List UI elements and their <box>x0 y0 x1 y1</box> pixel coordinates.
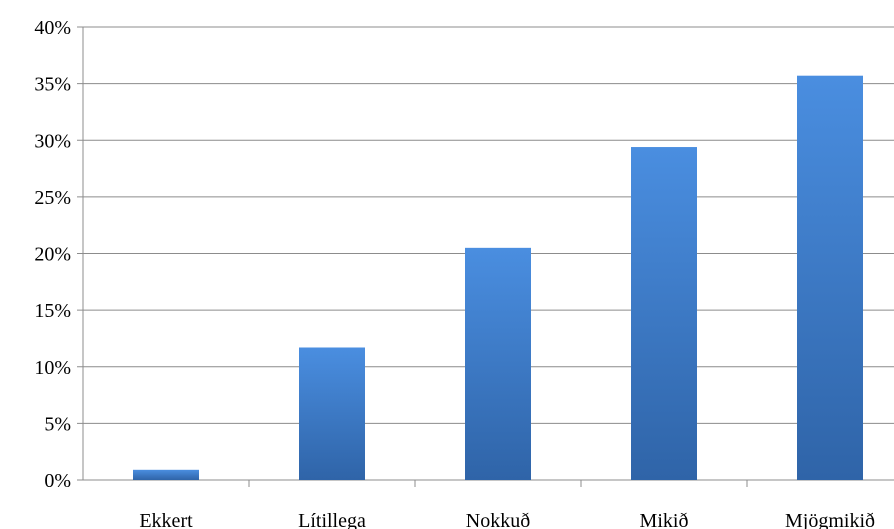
y-tick-label: 20% <box>34 244 71 266</box>
y-tick-label: 40% <box>34 17 71 39</box>
y-axis-tick-labels: 0% 5% 10% 15% 20% 25% 30% 35% 40% <box>34 17 71 492</box>
y-tick-label: 15% <box>34 300 71 322</box>
x-category-label: Mikið <box>640 510 689 529</box>
y-tick-label: 35% <box>34 74 71 96</box>
y-tick-label: 10% <box>34 357 71 379</box>
bars <box>133 75 863 481</box>
y-tick-label: 0% <box>44 470 71 492</box>
x-category-label: Nokkuð <box>466 510 530 529</box>
bar-4 <box>631 147 697 481</box>
x-category-label: Ekkert <box>139 510 193 529</box>
x-axis-category-labels: Ekkert Lítillega Nokkuð Mikið Mjögmikið <box>139 510 875 529</box>
x-category-label: Lítillega <box>298 510 366 529</box>
bar-3 <box>465 247 531 480</box>
bar-1 <box>133 469 199 480</box>
y-tick-label: 25% <box>34 187 71 209</box>
y-tick-label: 30% <box>34 130 71 152</box>
bar-5 <box>797 75 863 480</box>
x-category-label: Mjögmikið <box>785 510 875 529</box>
y-tick-label: 5% <box>44 413 71 435</box>
bar-2 <box>299 347 365 480</box>
